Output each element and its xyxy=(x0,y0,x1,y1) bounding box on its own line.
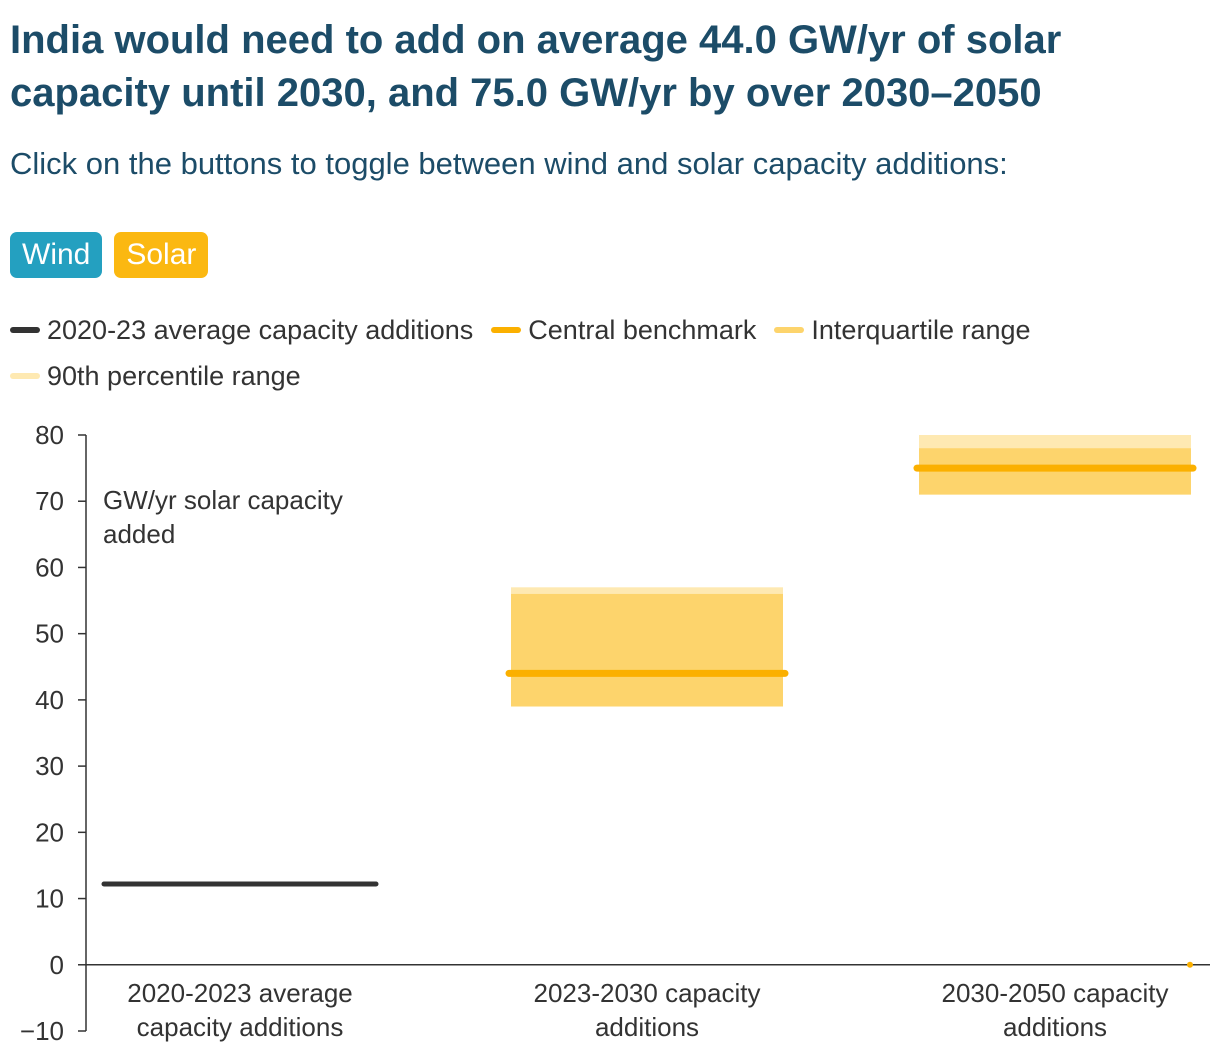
legend-item-p90[interactable]: 90th percentile range xyxy=(10,356,301,396)
legend-label-central-benchmark: Central benchmark xyxy=(528,315,757,345)
legend-swatch-historic xyxy=(10,327,40,333)
legend-item-central-benchmark[interactable]: Central benchmark xyxy=(491,310,756,350)
y-tick-label: 70 xyxy=(35,486,64,516)
x-category-label: additions xyxy=(595,1012,699,1042)
x-category-label: capacity additions xyxy=(137,1012,344,1042)
y-tick-label: 10 xyxy=(35,884,64,914)
y-tick-label: 50 xyxy=(35,619,64,649)
x-category-label: additions xyxy=(1003,1012,1107,1042)
x-category-label: 2030-2050 capacity xyxy=(942,978,1169,1008)
y-tick-label: 80 xyxy=(35,420,64,450)
legend-label-historic: 2020-23 average capacity additions xyxy=(47,315,474,345)
chart-subtitle: Click on the buttons to toggle between w… xyxy=(10,146,1008,181)
y-tick-label: 0 xyxy=(50,950,64,980)
wind-toggle-button[interactable]: Wind xyxy=(10,232,103,278)
chart-title: India would need to add on average 44.0 … xyxy=(10,18,1062,115)
legend-swatch-interquartile xyxy=(774,327,805,333)
baseline-end-dot xyxy=(1187,961,1193,968)
y-tick-label: 60 xyxy=(35,552,64,582)
legend-swatch-p90 xyxy=(10,373,40,379)
legend-label-p90: 90th percentile range xyxy=(47,361,301,391)
toggle-group: Wind Solar xyxy=(10,232,209,278)
legend-label-interquartile: Interquartile range xyxy=(811,315,1031,345)
x-category-label: 2020-2023 average xyxy=(127,978,353,1008)
y-tick-label: 30 xyxy=(35,751,64,781)
y-unit-label: added xyxy=(103,519,175,549)
x-category-label: 2023-2030 capacity xyxy=(534,978,761,1008)
y-tick-label: 40 xyxy=(35,685,64,715)
chart-legend: 2020-23 average capacity additions Centr… xyxy=(10,310,1210,396)
legend-item-interquartile[interactable]: Interquartile range xyxy=(774,310,1031,350)
y-tick-label: 20 xyxy=(35,817,64,847)
legend-item-historic[interactable]: 2020-23 average capacity additions xyxy=(10,310,473,350)
y-tick-label: −10 xyxy=(20,1016,64,1046)
interquartile-range-band xyxy=(511,593,783,707)
y-unit-label: GW/yr solar capacity xyxy=(103,485,343,515)
legend-swatch-central-benchmark xyxy=(491,327,522,333)
solar-toggle-button[interactable]: Solar xyxy=(114,232,209,278)
